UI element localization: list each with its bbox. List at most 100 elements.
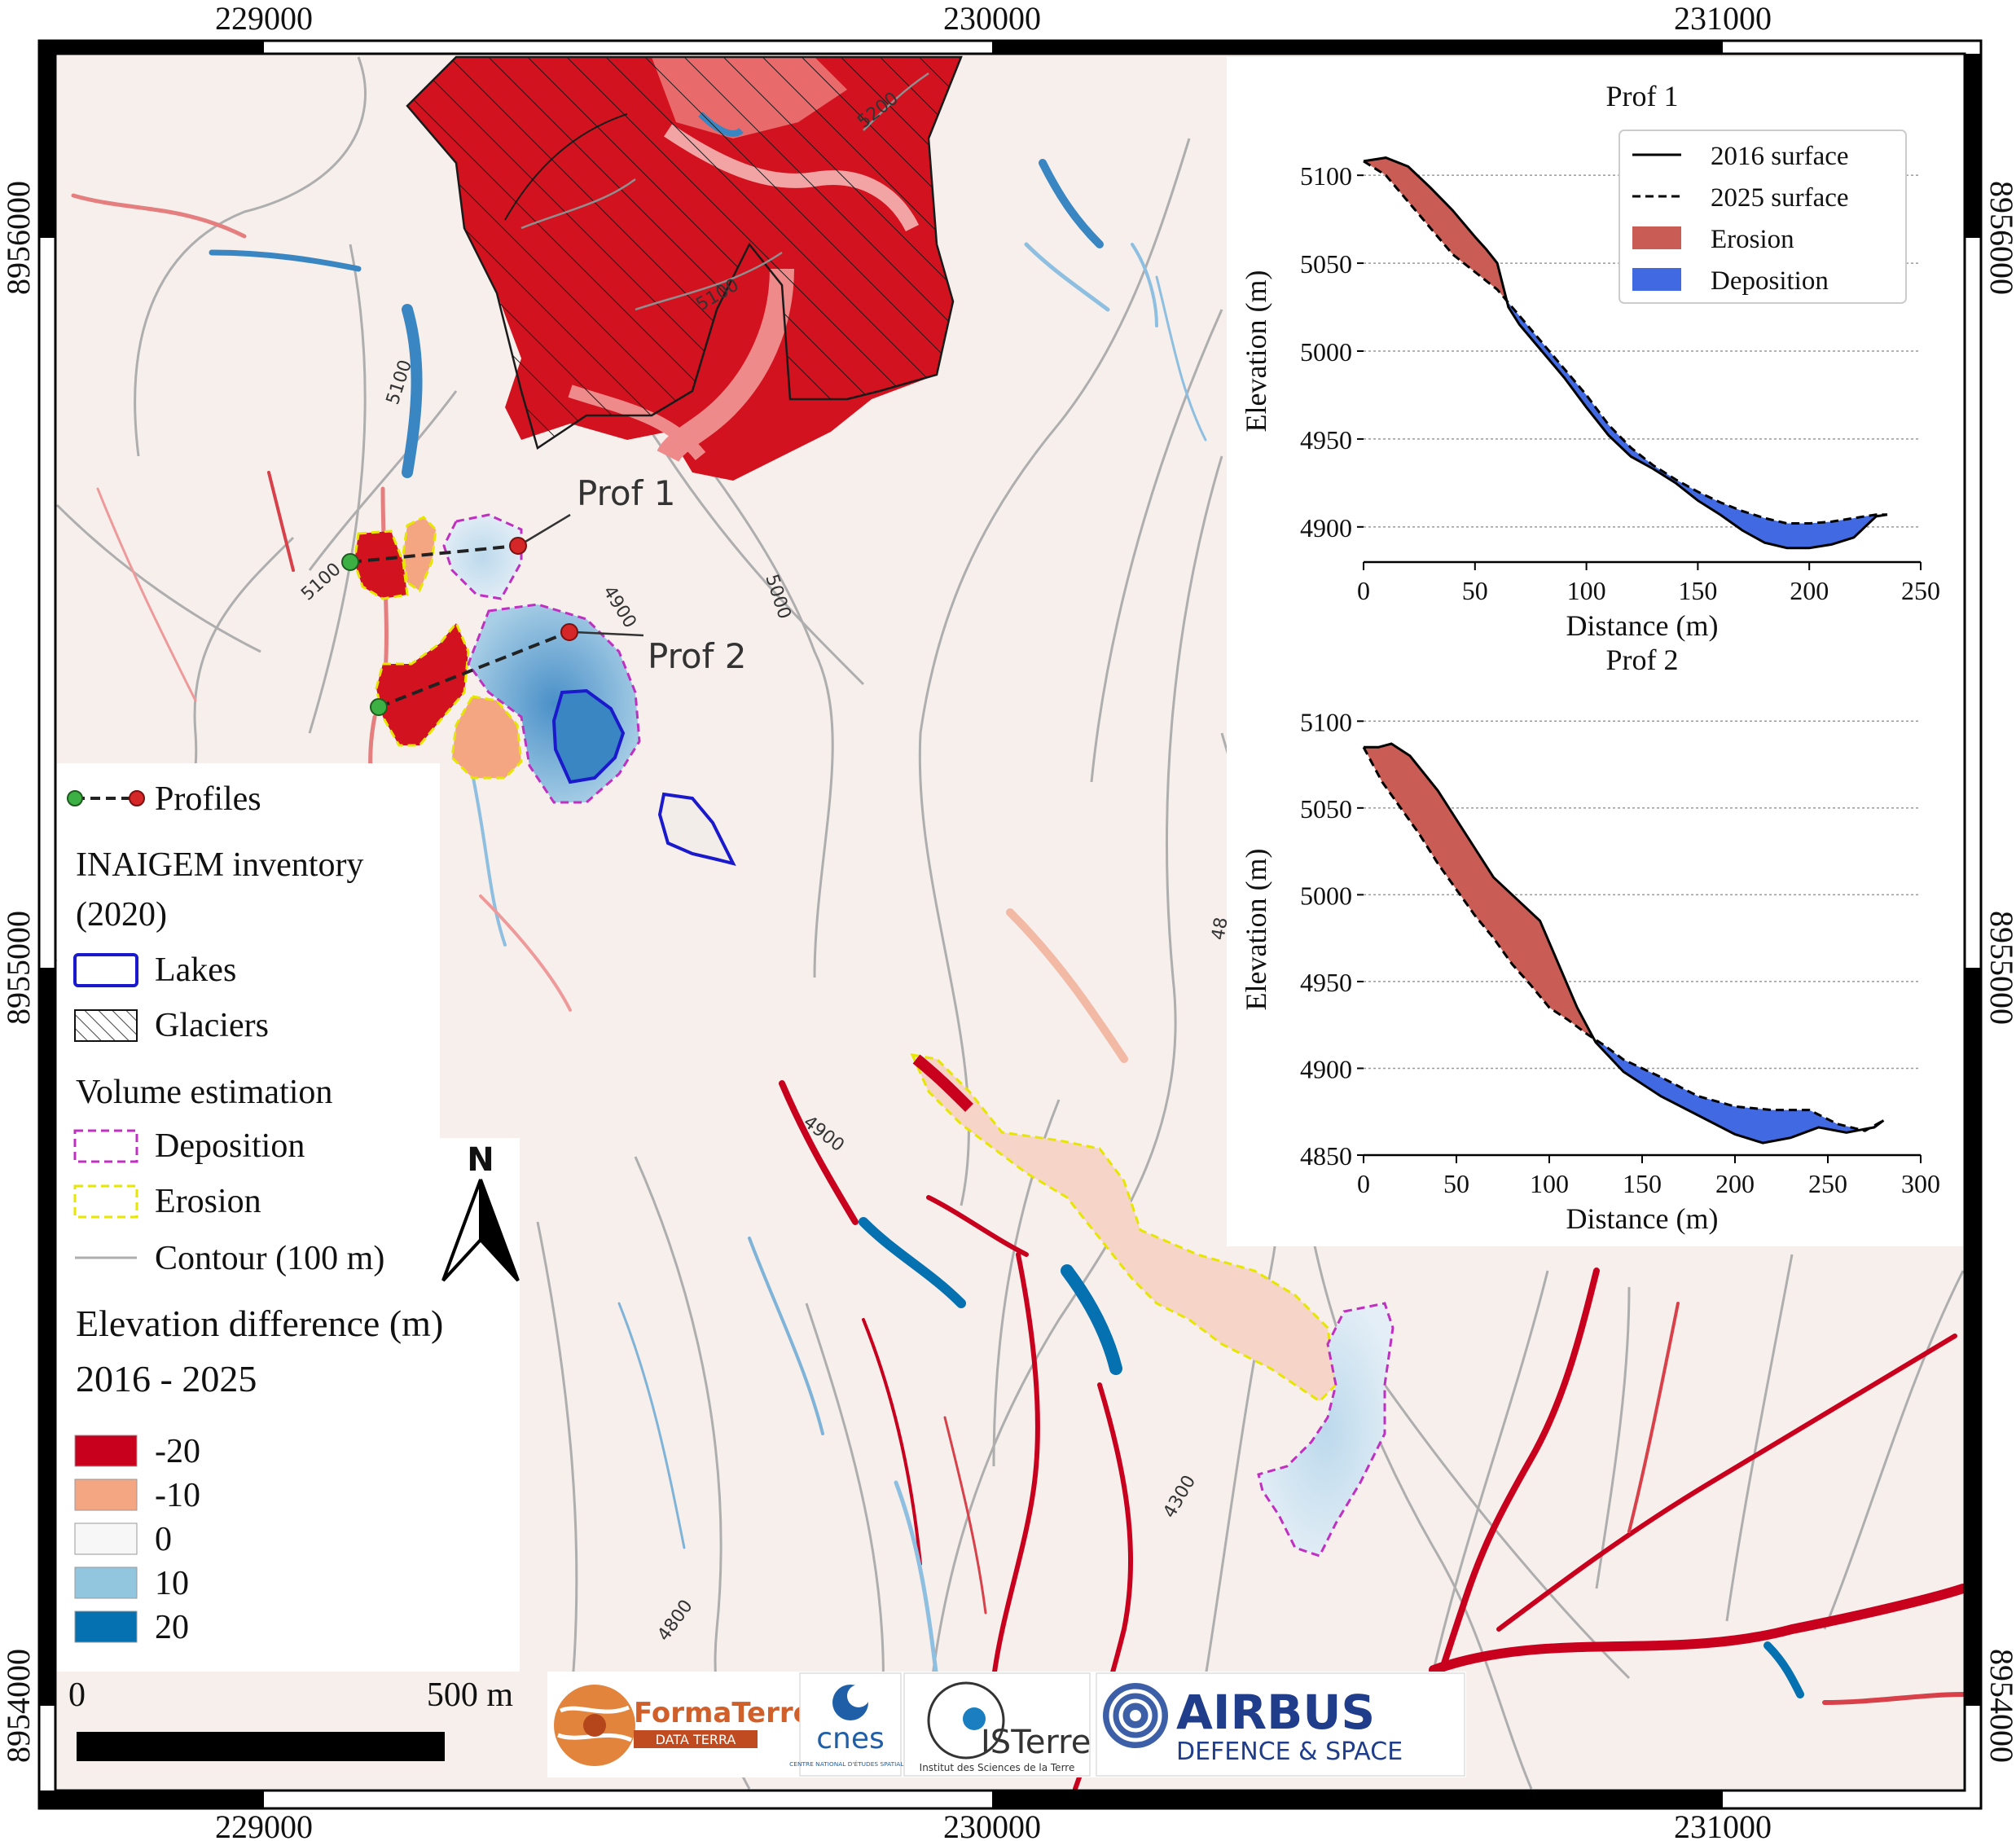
y-axis-label: Elevation (m) <box>1240 849 1272 1011</box>
lower-volume-zones <box>910 1053 1395 1558</box>
y-tick-label: 5050 <box>1300 794 1352 824</box>
y-tick-label: 5000 <box>1300 337 1352 367</box>
prof1-start-marker <box>341 553 359 571</box>
x-tick-label: 50 <box>1443 1169 1469 1198</box>
prof1-label: Prof 1 <box>577 473 676 513</box>
scalebar-end: 500 m <box>427 1676 514 1714</box>
erosion-area <box>1364 744 1592 1038</box>
legend-class-swatch <box>74 1522 138 1555</box>
formaterre-name: FormaTerre <box>634 1697 812 1729</box>
north-arrow: N <box>441 1141 520 1282</box>
x-tick-label: 100 <box>1530 1169 1569 1198</box>
y-tick-label: 4950 <box>1300 968 1352 997</box>
legend-contour: Contour (100 m) <box>155 1240 384 1277</box>
y-tick-label: 4950 <box>1300 425 1352 455</box>
y-tick-right: 8955000 <box>1983 911 2016 1025</box>
scalebar-start: 0 <box>68 1676 86 1714</box>
legend-deposition: Deposition <box>155 1127 305 1165</box>
y-tick-label: 4900 <box>1300 1054 1352 1083</box>
prof1-chart: 4900 4950 5000 5050 5100 0 50 100 150 200 250 Prof … <box>1240 80 1940 642</box>
x-tick-top: 229000 <box>215 0 313 37</box>
legend-class-label: 0 <box>155 1521 172 1558</box>
surface-2016-line <box>1363 156 1888 550</box>
prof2-end-marker <box>560 623 578 641</box>
y-tick-label: 4900 <box>1300 513 1352 543</box>
isterre-sub: Institut des Sciences de la Terre <box>920 1762 1075 1773</box>
legend-diff-period: 2016 - 2025 <box>76 1358 257 1399</box>
isterre-logo: ISTerre Institut des Sciences de la Terr… <box>903 1672 1091 1777</box>
profile-charts-panel: 4900 4950 5000 5050 5100 0 50 100 150 200 250 Prof … <box>1227 57 1963 1246</box>
cnes-sub: CENTRE NATIONAL D'ÉTUDES SPATIALES <box>789 1760 911 1768</box>
y-tick-right: 8956000 <box>1983 181 2016 295</box>
legend-class-swatch <box>74 1435 138 1467</box>
legend-color-classes: -20 -10 0 10 20 <box>74 1433 200 1646</box>
x-tick-label: 100 <box>1567 576 1606 605</box>
y-tick-left: 8956000 <box>0 181 37 295</box>
chart-legend-box <box>1619 130 1907 304</box>
x-tick-label: 250 <box>1901 576 1940 605</box>
x-tick-label: 50 <box>1462 576 1488 605</box>
x-tick-top: 231000 <box>1674 0 1772 37</box>
chart-legend-label: Erosion <box>1711 225 1794 254</box>
erosion-area <box>1364 157 1506 300</box>
legend-class-swatch <box>74 1610 138 1643</box>
x-tick-bottom: 230000 <box>943 1808 1041 1841</box>
legend-class-label: 10 <box>155 1565 189 1602</box>
y-axis-label: Elevation (m) <box>1240 270 1272 433</box>
isterre-name: ISTerre <box>981 1724 1091 1761</box>
x-tick-bottom: 229000 <box>215 1808 313 1841</box>
airbus-logo: AIRBUS DEFENCE & SPACE <box>1096 1672 1465 1777</box>
legend-glaciers: Glaciers <box>155 1007 269 1044</box>
legend-class-label: -10 <box>155 1477 200 1514</box>
legend-lakes: Lakes <box>155 951 236 989</box>
x-tick-label: 200 <box>1715 1169 1755 1198</box>
x-tick-bottom: 231000 <box>1674 1808 1772 1841</box>
chart-legend-label: Deposition <box>1711 266 1829 296</box>
profile-lines: Prof 1 Prof 2 <box>341 473 747 716</box>
elevation-change-speckle <box>71 159 1968 1791</box>
legend-class-label: 20 <box>155 1609 189 1646</box>
surface-2025-line <box>1363 160 1887 525</box>
legend-erosion: Erosion <box>155 1183 261 1220</box>
x-tick-top: 230000 <box>943 0 1041 37</box>
y-tick-label: 5100 <box>1300 707 1352 736</box>
x-tick-label: 150 <box>1678 576 1717 605</box>
formaterre-sub: DATA TERRA <box>656 1732 736 1747</box>
airbus-name: AIRBUS <box>1176 1685 1375 1740</box>
scale-bar <box>77 1732 445 1761</box>
cnes-logo: cnes CENTRE NATIONAL D'ÉTUDES SPATIALES <box>789 1672 911 1777</box>
x-tick-label: 200 <box>1790 576 1829 605</box>
legend-volume-title: Volume estimation <box>76 1074 332 1111</box>
chart-legend-label: 2016 surface <box>1711 142 1849 171</box>
x-tick-label: 150 <box>1623 1169 1662 1198</box>
chart-title: Prof 1 <box>1606 80 1679 112</box>
y-tick-left: 8955000 <box>0 911 37 1025</box>
logo-strip: FormaTerre DATA TERRA cnes CENTRE NATION… <box>547 1672 1466 1777</box>
x-tick-label: 250 <box>1808 1169 1847 1198</box>
x-tick-label: 0 <box>1357 1169 1370 1198</box>
upper-volume-zones <box>353 513 736 866</box>
chart-legend-label: 2025 surface <box>1711 183 1849 213</box>
surface-2025-line <box>1362 746 1885 1132</box>
formaterre-logo: FormaTerre DATA TERRA <box>554 1685 812 1766</box>
prof2-label: Prof 2 <box>648 636 747 676</box>
y-tick-label: 5050 <box>1300 249 1352 279</box>
x-tick-label: 300 <box>1901 1169 1940 1198</box>
legend-inventory-year: (2020) <box>76 896 167 934</box>
legend-class-label: -20 <box>155 1433 200 1470</box>
airbus-sub: DEFENCE & SPACE <box>1176 1738 1403 1766</box>
y-tick-label: 4850 <box>1300 1141 1352 1171</box>
y-tick-left: 8954000 <box>0 1649 37 1763</box>
north-label: N <box>467 1141 494 1179</box>
x-tick-label: 0 <box>1357 576 1370 605</box>
chart-title: Prof 2 <box>1606 644 1679 676</box>
deposition-area <box>1593 1038 1860 1144</box>
x-axis-label: Distance (m) <box>1566 609 1719 642</box>
legend: Profiles INAIGEM inventory (2020) Lakes … <box>57 763 520 1761</box>
y-tick-label: 5100 <box>1300 161 1352 191</box>
cnes-name: cnes <box>816 1722 885 1755</box>
x-axis-label: Distance (m) <box>1566 1202 1719 1235</box>
prof2-start-marker <box>370 698 388 716</box>
